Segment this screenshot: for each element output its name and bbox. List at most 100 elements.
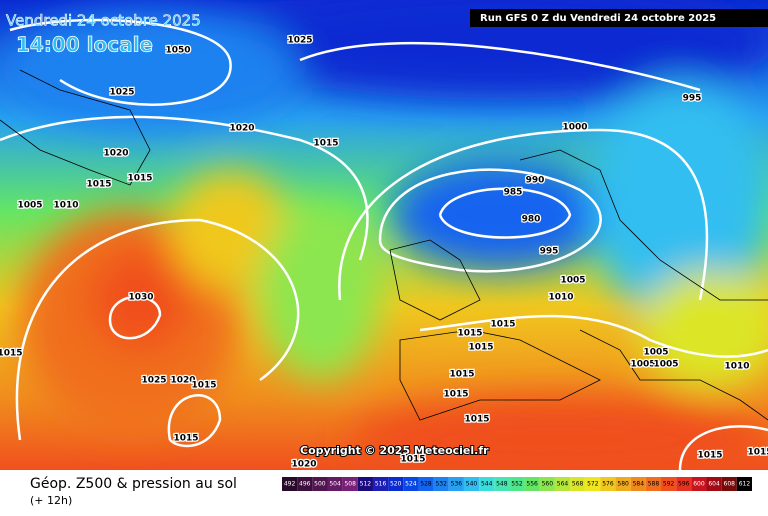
scale-label: 612 bbox=[739, 481, 751, 488]
footer-title: Géop. Z500 & pression au sol bbox=[30, 476, 237, 492]
scale-label: 564 bbox=[557, 481, 569, 488]
scale-label: 560 bbox=[542, 481, 554, 488]
isobar-label: 1015 bbox=[464, 415, 489, 425]
isobar-label: 1015 bbox=[747, 448, 768, 458]
isobar-label: 1025 bbox=[287, 36, 312, 46]
scale-swatch bbox=[433, 477, 449, 491]
scale-swatch bbox=[388, 477, 404, 491]
run-info: Run GFS 0 Z du Vendredi 24 octobre 2025 bbox=[480, 13, 716, 24]
isobar-label: 1005 bbox=[560, 276, 585, 286]
scale-label: 568 bbox=[572, 481, 584, 488]
scale-label: 536 bbox=[451, 481, 463, 488]
scale-label: 524 bbox=[405, 481, 417, 488]
scale-swatch bbox=[721, 477, 737, 491]
field bbox=[0, 0, 768, 485]
isobar-label: 1020 bbox=[170, 376, 195, 386]
isobar-label: 1015 bbox=[443, 390, 468, 400]
scale-swatch bbox=[357, 477, 373, 491]
isobar-label: 1015 bbox=[0, 349, 23, 359]
scale-swatch bbox=[676, 477, 692, 491]
scale-swatch bbox=[661, 477, 677, 491]
isobar-label: 1030 bbox=[128, 293, 153, 303]
scale-swatch bbox=[615, 477, 631, 491]
coastlines bbox=[0, 69, 768, 421]
scale-label: 604 bbox=[708, 481, 720, 488]
isobar-label: 1025 bbox=[141, 376, 166, 386]
isobar-label: 980 bbox=[522, 215, 541, 225]
isobar-label: 1015 bbox=[191, 381, 216, 391]
footer-lead: (+ 12h) bbox=[30, 494, 72, 507]
isobar-label: 1015 bbox=[468, 343, 493, 353]
scale-swatch bbox=[600, 477, 616, 491]
isobars bbox=[0, 18, 768, 471]
isobar-label: 1015 bbox=[457, 329, 482, 339]
isobar-label: 1015 bbox=[313, 139, 338, 149]
scale-label: 584 bbox=[633, 481, 645, 488]
scale-swatch bbox=[585, 477, 601, 491]
scale-label: 520 bbox=[390, 481, 402, 488]
isobar-label: 1020 bbox=[103, 149, 128, 159]
scale-swatch bbox=[418, 477, 434, 491]
isobar-label: 1005 bbox=[17, 201, 42, 211]
scale-swatch bbox=[463, 477, 480, 491]
isobar-label: 1015 bbox=[449, 370, 474, 380]
isobar-label: 1000 bbox=[562, 123, 587, 133]
color-scale: 492 496 500 504 508 512 516 520 524 528 532 536 540 5… bbox=[282, 477, 752, 491]
isobar-label: 1020 bbox=[291, 460, 316, 470]
run-box bbox=[470, 9, 768, 27]
isobar-label: 985 bbox=[504, 188, 523, 198]
scale-swatch bbox=[524, 477, 540, 491]
scale-label: 576 bbox=[602, 481, 614, 488]
scale-swatch bbox=[372, 477, 389, 491]
scale-label: 540 bbox=[466, 481, 478, 488]
map-date: Vendredi 24 octobre 2025 bbox=[6, 12, 201, 30]
isobar-label: 1015 bbox=[86, 180, 111, 190]
scale-label: 592 bbox=[663, 481, 675, 488]
scale-swatch bbox=[570, 477, 586, 491]
isobar-label: 1005 bbox=[653, 360, 678, 370]
scale-swatch bbox=[539, 477, 555, 491]
scale-label: 588 bbox=[648, 481, 660, 488]
scale-label: 528 bbox=[420, 481, 432, 488]
isobar-label: 1020 bbox=[229, 124, 254, 134]
scale-label: 504 bbox=[329, 481, 341, 488]
scale-swatch bbox=[479, 477, 495, 491]
scale-label: 532 bbox=[435, 481, 447, 488]
isobar-label: 1005 bbox=[630, 360, 655, 370]
scale-label: 556 bbox=[526, 481, 538, 488]
scale-swatch bbox=[630, 477, 646, 491]
scale-swatch bbox=[297, 477, 313, 491]
scale-label: 548 bbox=[496, 481, 508, 488]
isobar-label: 1010 bbox=[724, 362, 749, 372]
scale-label: 580 bbox=[617, 481, 629, 488]
scale-swatch bbox=[691, 477, 707, 491]
map-time: 14:00 locale bbox=[16, 33, 153, 57]
scale-swatch bbox=[342, 477, 358, 491]
isobar-label: 1015 bbox=[697, 451, 722, 461]
scale-label: 492 bbox=[284, 481, 296, 488]
scale-label: 544 bbox=[481, 481, 493, 488]
isobar-label: 990 bbox=[526, 176, 545, 186]
isobar-label: 1015 bbox=[400, 455, 425, 465]
scale-label: 572 bbox=[587, 481, 599, 488]
scale-label: 516 bbox=[375, 481, 387, 488]
scale-swatch bbox=[494, 477, 510, 491]
scale-label: 596 bbox=[678, 481, 690, 488]
isobar-label: 1015 bbox=[127, 174, 152, 184]
scale-label: 496 bbox=[299, 481, 311, 488]
scale-swatch bbox=[706, 477, 722, 491]
scale-label: 600 bbox=[693, 481, 705, 488]
scale-label: 500 bbox=[314, 481, 326, 488]
scale-swatch bbox=[327, 477, 343, 491]
scale-swatch bbox=[736, 477, 752, 491]
scale-label: 552 bbox=[511, 481, 523, 488]
isobar-label: 1050 bbox=[165, 46, 190, 56]
scale-swatch bbox=[403, 477, 419, 491]
isobar-label: 1005 bbox=[643, 348, 668, 358]
isobar-label: 1010 bbox=[53, 201, 78, 211]
isobar-label: 995 bbox=[540, 247, 559, 257]
scale-swatch bbox=[282, 477, 298, 491]
scale-label: 608 bbox=[724, 481, 736, 488]
